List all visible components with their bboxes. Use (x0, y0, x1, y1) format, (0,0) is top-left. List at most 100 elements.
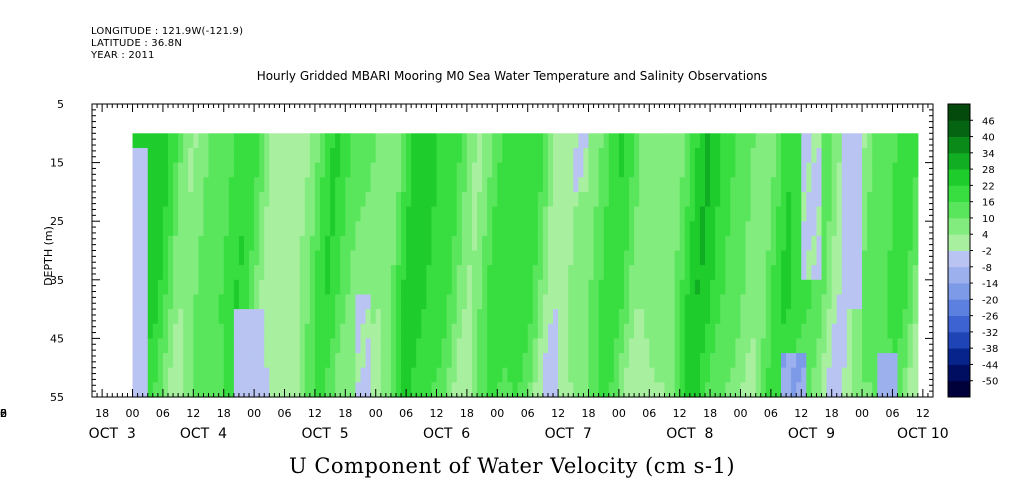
heatmap-cell (750, 382, 757, 398)
heatmap-cell (639, 235, 645, 252)
heatmap-cell (203, 162, 210, 178)
heatmap-cell (451, 191, 458, 208)
heatmap-cell (547, 338, 554, 354)
heatmap-cell (740, 206, 747, 222)
heatmap-cell (786, 235, 792, 252)
heatmap-cell (259, 221, 265, 237)
heatmap-cell (740, 279, 747, 296)
heatmap-cell (441, 338, 448, 354)
heatmap-cell (254, 353, 260, 369)
heatmap-cell (431, 353, 438, 369)
heatmap-cell (345, 338, 351, 354)
heatmap-cell (537, 353, 544, 369)
heatmap-cell (613, 206, 620, 222)
heatmap-cell (492, 162, 498, 178)
heatmap-cell (147, 133, 154, 149)
heatmap-cell (477, 133, 483, 149)
heatmap-cell (730, 338, 737, 354)
heatmap-cell (740, 367, 747, 383)
heatmap-cell (233, 353, 240, 369)
heatmap-cell (684, 338, 691, 354)
heatmap-cell (223, 323, 230, 339)
heatmap-cell (178, 323, 184, 339)
heatmap-cell (664, 382, 671, 398)
heatmap-cell (715, 353, 721, 369)
heatmap-cell (208, 162, 215, 178)
heatmap-cell (375, 323, 382, 339)
heatmap-cell (406, 147, 412, 164)
heatmap-cell (517, 338, 524, 354)
heatmap-cell (912, 353, 919, 369)
heatmap-cell (532, 294, 539, 310)
heatmap-cell (654, 162, 661, 178)
heatmap-cell (492, 250, 498, 266)
heatmap-cell (355, 265, 362, 281)
heatmap-cell (299, 294, 306, 310)
heatmap-cell (461, 367, 468, 383)
heatmap-cell (517, 235, 524, 252)
heatmap-cell (542, 221, 549, 237)
heatmap-cell (791, 235, 797, 252)
heatmap-cell (314, 279, 321, 296)
heatmap-cell (228, 367, 235, 383)
heatmap-cell (796, 235, 802, 252)
heatmap-cell (431, 147, 438, 164)
heatmap-cell (527, 235, 534, 252)
heatmap-cell (456, 177, 463, 193)
heatmap-cell (183, 382, 189, 398)
heatmap-cell (841, 323, 848, 339)
heatmap-cell (705, 382, 711, 398)
heatmap-cell (887, 191, 894, 208)
heatmap-cell (497, 382, 503, 398)
heatmap-cell (796, 382, 802, 398)
heatmap-cell (613, 294, 620, 310)
heatmap-cell (355, 309, 362, 325)
heatmap-cell (142, 294, 149, 310)
heatmap-cell (416, 265, 422, 281)
heatmap-cell (152, 221, 159, 237)
heatmap-cell (593, 221, 600, 237)
heatmap-cell (512, 221, 519, 237)
heatmap-cell (730, 147, 737, 164)
heatmap-cell (897, 367, 904, 383)
y-tick-label: 25 (50, 215, 64, 228)
heatmap-cell (167, 294, 174, 310)
heatmap-cell (137, 162, 144, 178)
heatmap-cell (659, 191, 666, 208)
heatmap-cell (421, 294, 427, 310)
heatmap-cell (639, 250, 645, 266)
heatmap-cell (907, 147, 914, 164)
heatmap-cell (340, 191, 346, 208)
heatmap-cell (466, 265, 473, 281)
heatmap-cell (335, 147, 341, 164)
heatmap-cell (284, 367, 291, 383)
heatmap-cell (558, 338, 564, 354)
heatmap-cell (152, 235, 159, 252)
heatmap-cell (735, 338, 742, 354)
heatmap-cell (259, 162, 265, 178)
heatmap-cell (699, 309, 706, 325)
heatmap-cell (466, 294, 473, 310)
heatmap-cell (618, 338, 625, 354)
heatmap-cell (233, 382, 240, 398)
heatmap-cell (689, 177, 696, 193)
heatmap-cell (304, 221, 311, 237)
heatmap-cell (613, 235, 620, 252)
heatmap-cell (183, 250, 189, 266)
heatmap-cell (421, 133, 427, 149)
heatmap-cell (360, 133, 367, 149)
heatmap-cell (882, 338, 889, 354)
heatmap-cell (674, 221, 681, 237)
heatmap-cell (664, 279, 671, 296)
heatmap-cell (157, 367, 164, 383)
heatmap-cell (294, 221, 301, 237)
heatmap-cell (294, 147, 301, 164)
heatmap-cell (173, 323, 179, 339)
heatmap-cell (720, 309, 726, 325)
heatmap-cell (213, 221, 220, 237)
heatmap-cell (912, 294, 919, 310)
heatmap-cell (370, 309, 377, 325)
heatmap-cell (796, 191, 802, 208)
heatmap-cell (796, 147, 802, 164)
heatmap-cell (750, 147, 757, 164)
